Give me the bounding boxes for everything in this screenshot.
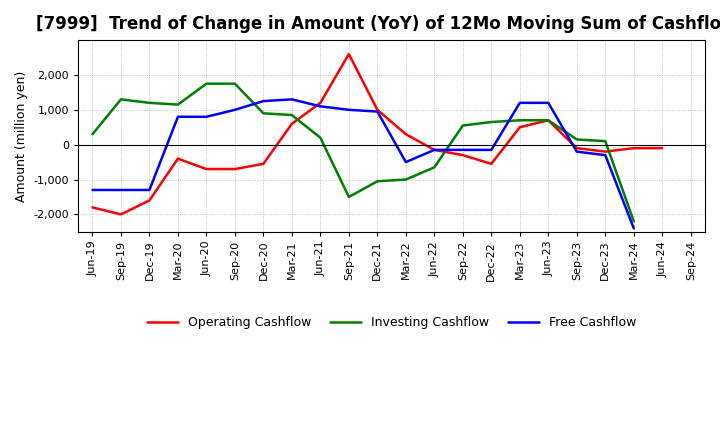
- Operating Cashflow: [430, 147, 438, 153]
- Investing Cashflow: [629, 219, 638, 224]
- Operating Cashflow: [316, 100, 325, 106]
- Operating Cashflow: [572, 146, 581, 151]
- Investing Cashflow: [373, 179, 382, 184]
- Operating Cashflow: [373, 107, 382, 113]
- Free Cashflow: [373, 109, 382, 114]
- Free Cashflow: [316, 104, 325, 109]
- Free Cashflow: [145, 187, 154, 193]
- Operating Cashflow: [202, 166, 211, 172]
- Investing Cashflow: [117, 97, 125, 102]
- Operating Cashflow: [88, 205, 96, 210]
- Line: Free Cashflow: Free Cashflow: [92, 99, 634, 228]
- Line: Investing Cashflow: Investing Cashflow: [92, 84, 634, 221]
- Operating Cashflow: [516, 125, 524, 130]
- Investing Cashflow: [544, 117, 553, 123]
- Free Cashflow: [117, 187, 125, 193]
- Free Cashflow: [430, 147, 438, 153]
- Operating Cashflow: [487, 161, 495, 166]
- Free Cashflow: [174, 114, 182, 119]
- Operating Cashflow: [544, 117, 553, 123]
- Investing Cashflow: [145, 100, 154, 106]
- Investing Cashflow: [287, 112, 296, 117]
- Free Cashflow: [459, 147, 467, 153]
- Operating Cashflow: [345, 51, 354, 57]
- Investing Cashflow: [88, 132, 96, 137]
- Free Cashflow: [516, 100, 524, 106]
- Operating Cashflow: [145, 198, 154, 203]
- Operating Cashflow: [117, 212, 125, 217]
- Investing Cashflow: [259, 111, 268, 116]
- Investing Cashflow: [316, 135, 325, 140]
- Free Cashflow: [287, 97, 296, 102]
- Line: Operating Cashflow: Operating Cashflow: [92, 54, 662, 214]
- Operating Cashflow: [459, 153, 467, 158]
- Y-axis label: Amount (million yen): Amount (million yen): [15, 70, 28, 202]
- Investing Cashflow: [430, 165, 438, 170]
- Operating Cashflow: [629, 146, 638, 151]
- Investing Cashflow: [230, 81, 239, 86]
- Investing Cashflow: [487, 119, 495, 125]
- Operating Cashflow: [601, 149, 610, 154]
- Investing Cashflow: [572, 137, 581, 142]
- Operating Cashflow: [287, 121, 296, 126]
- Free Cashflow: [88, 187, 96, 193]
- Free Cashflow: [402, 159, 410, 165]
- Investing Cashflow: [402, 177, 410, 182]
- Operating Cashflow: [230, 166, 239, 172]
- Free Cashflow: [230, 107, 239, 113]
- Investing Cashflow: [174, 102, 182, 107]
- Free Cashflow: [544, 100, 553, 106]
- Free Cashflow: [202, 114, 211, 119]
- Free Cashflow: [487, 147, 495, 153]
- Operating Cashflow: [658, 146, 667, 151]
- Investing Cashflow: [202, 81, 211, 86]
- Operating Cashflow: [174, 156, 182, 161]
- Operating Cashflow: [402, 132, 410, 137]
- Investing Cashflow: [516, 117, 524, 123]
- Free Cashflow: [629, 226, 638, 231]
- Investing Cashflow: [601, 139, 610, 144]
- Free Cashflow: [572, 149, 581, 154]
- Free Cashflow: [345, 107, 354, 113]
- Investing Cashflow: [345, 194, 354, 200]
- Operating Cashflow: [259, 161, 268, 166]
- Free Cashflow: [259, 99, 268, 104]
- Legend: Operating Cashflow, Investing Cashflow, Free Cashflow: Operating Cashflow, Investing Cashflow, …: [142, 311, 642, 334]
- Free Cashflow: [601, 153, 610, 158]
- Title: [7999]  Trend of Change in Amount (YoY) of 12Mo Moving Sum of Cashflows: [7999] Trend of Change in Amount (YoY) o…: [37, 15, 720, 33]
- Investing Cashflow: [459, 123, 467, 128]
